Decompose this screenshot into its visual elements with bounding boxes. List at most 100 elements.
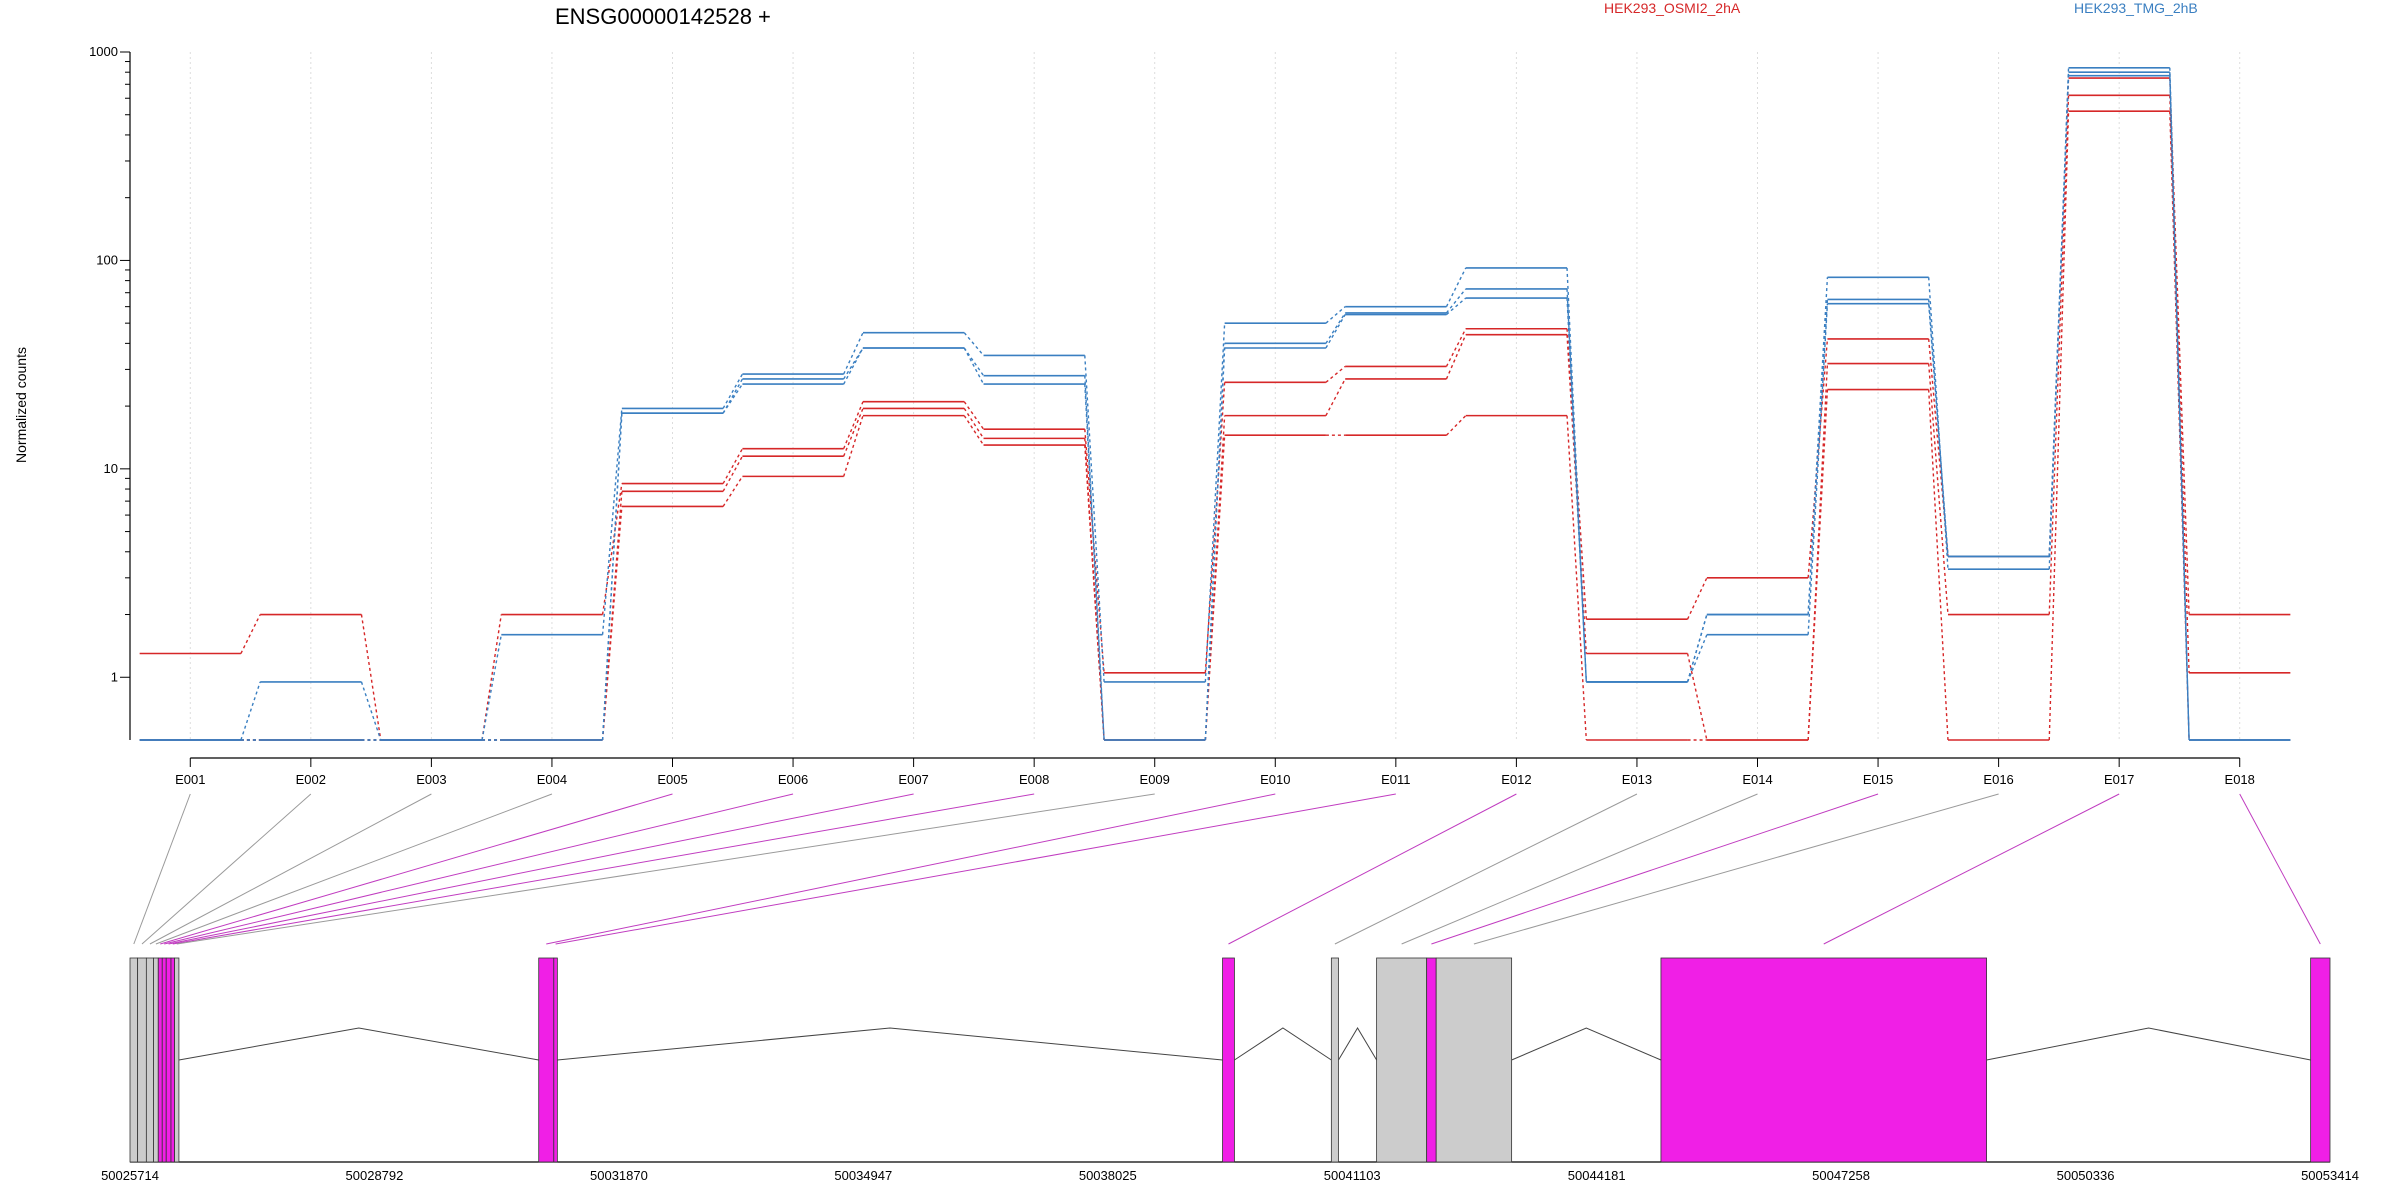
series-connector <box>843 401 864 449</box>
exon-bin-box <box>553 957 558 1163</box>
series-connector <box>1686 614 1708 683</box>
bin-connector <box>1334 793 1638 945</box>
series-connector <box>722 476 744 507</box>
exon-bin-box <box>1376 957 1428 1163</box>
series-connector <box>1686 653 1708 741</box>
series-connector <box>2048 111 2070 741</box>
x-tick-label: E005 <box>657 772 687 787</box>
exon-bin-box <box>1426 957 1437 1163</box>
series-connector <box>963 332 985 356</box>
bin-connector <box>2239 793 2321 945</box>
bin-connector <box>1401 793 1758 945</box>
bin-connector <box>141 793 312 945</box>
series-connector <box>1084 375 1105 741</box>
axes: 1 10 100 1000 E001 E002 E003 E004 E005 E006 E007 E0… <box>89 44 2255 787</box>
series-connector <box>1686 634 1708 683</box>
x-tick-label: E013 <box>1622 772 1652 787</box>
intron-line <box>1338 1027 1378 1061</box>
series-connector <box>1084 355 1105 682</box>
exon-bin-box <box>1660 957 1987 1163</box>
series-connector <box>963 401 985 430</box>
bin-connector <box>1228 793 1517 945</box>
exon-bin-box <box>153 957 159 1163</box>
bin-connector <box>1431 793 1879 945</box>
series-connector <box>1686 577 1708 620</box>
coordinate-label: 50025714 <box>101 1168 159 1183</box>
x-tick-label: E003 <box>416 772 446 787</box>
series-connector <box>360 614 382 741</box>
series-connector <box>2169 75 2190 741</box>
series-connector <box>1204 347 1226 741</box>
series-connector <box>843 347 864 385</box>
bin-connector <box>133 793 191 945</box>
coordinate-label: 50041103 <box>1324 1168 1381 1183</box>
bin-connector-lines <box>133 793 2321 945</box>
series-connector <box>722 383 744 414</box>
exon-bin-box <box>1435 957 1513 1163</box>
series-HEK293_TMG_2hB <box>139 74 2291 741</box>
series-connector <box>1325 378 1346 416</box>
series-connector <box>240 614 261 654</box>
y-tick-label: 10 <box>104 461 118 476</box>
x-tick-label: E016 <box>1983 772 2013 787</box>
bin-connector <box>155 793 553 945</box>
series-connector <box>722 448 744 484</box>
coordinate-label: 50047258 <box>1812 1168 1870 1183</box>
legend-label-tmg: HEK293_TMG_2hB <box>2074 0 2198 16</box>
series-connector <box>601 408 623 635</box>
intron-line <box>1986 1027 2311 1061</box>
bin-connector <box>149 793 432 945</box>
series-HEK293_TMG_2hB <box>139 71 2291 741</box>
series-lines <box>139 66 2291 741</box>
x-tick-label: E017 <box>2104 772 2134 787</box>
series-HEK293_OSMI2_2hA <box>139 77 2291 741</box>
x-tick-label: E006 <box>778 772 808 787</box>
series-connector <box>1204 435 1226 741</box>
exon-bin-box <box>2310 957 2331 1163</box>
coordinate-label: 50044181 <box>1568 1168 1626 1183</box>
exon-bin-box <box>1222 957 1235 1163</box>
y-tick-label: 1000 <box>89 44 118 59</box>
x-tick-label: E004 <box>537 772 567 787</box>
bin-connector <box>1823 793 2120 945</box>
bin-connector <box>1473 793 1999 945</box>
series-connector <box>1807 338 1829 578</box>
series-connector <box>843 408 864 457</box>
x-tick-label: E009 <box>1140 772 1170 787</box>
series-connector <box>1325 314 1346 349</box>
series-connector <box>240 681 261 741</box>
coordinate-label: 50034947 <box>834 1168 892 1183</box>
coordinate-label: 50053414 <box>2301 1168 2359 1183</box>
intron-line <box>1234 1027 1332 1061</box>
series-connector <box>963 415 985 446</box>
series-connector <box>2048 75 2070 557</box>
bin-connector <box>172 793 1035 945</box>
series-connector <box>1445 328 1467 367</box>
series-connector <box>722 455 744 492</box>
series-connector <box>601 483 623 615</box>
bin-connector <box>546 793 1276 945</box>
x-tick-label: E001 <box>175 772 205 787</box>
series-connector <box>601 506 623 741</box>
series-connector <box>963 408 985 439</box>
series-connector <box>1807 303 1829 635</box>
series-connector <box>722 378 744 414</box>
series-HEK293_OSMI2_2hA <box>139 110 2291 741</box>
x-tick-label: E011 <box>1381 772 1410 787</box>
coordinate-label: 50028792 <box>346 1168 404 1183</box>
y-axis-label: Normalized counts <box>13 347 29 463</box>
series-HEK293_OSMI2_2hA <box>139 94 2291 741</box>
series-connector <box>843 415 864 477</box>
intron-line <box>1511 1027 1662 1061</box>
exon-bin-box <box>145 957 154 1163</box>
exon-bin-box <box>174 957 180 1163</box>
series-connector <box>843 332 864 375</box>
exon-bin-box <box>137 957 147 1163</box>
bin-connector <box>555 793 1396 945</box>
bin-connector <box>164 793 794 945</box>
series-connector <box>1445 288 1467 314</box>
series-connector <box>963 347 985 385</box>
intron-line <box>557 1027 1223 1061</box>
y-tick-label: 100 <box>96 252 118 267</box>
